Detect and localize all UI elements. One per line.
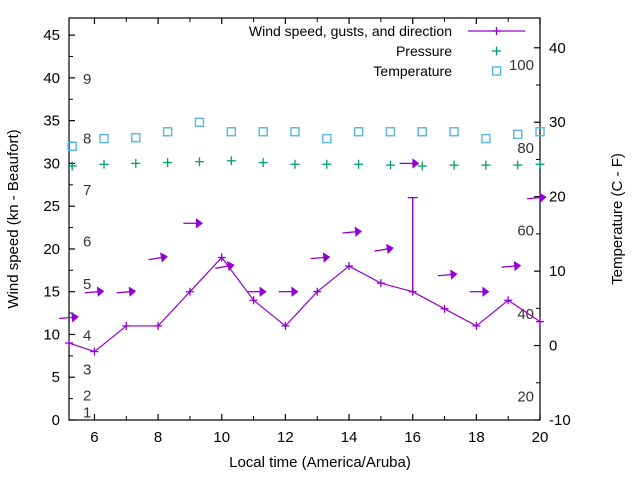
- y-tick-label: 0: [52, 412, 60, 429]
- x-tick-label: 16: [404, 429, 421, 446]
- x-tick-label: 6: [90, 429, 98, 446]
- x-tick-label: 20: [532, 429, 549, 446]
- series-pressure: [67, 156, 545, 171]
- legend: Wind speed, gusts, and direction Pressure…: [249, 23, 525, 79]
- x-tick-label: 8: [154, 429, 162, 446]
- y2-tick-label: 30: [549, 114, 566, 131]
- y-tick-label: 30: [43, 155, 60, 172]
- y-tick-label: 45: [43, 27, 60, 44]
- x-tick-label: 12: [277, 429, 294, 446]
- beaufort-label: 2: [83, 387, 91, 404]
- beaufort-label: 3: [83, 362, 91, 379]
- x-axis-title: Local time (America/Aruba): [229, 454, 411, 471]
- legend-label: Temperature: [373, 63, 452, 79]
- beaufort-label: 7: [83, 182, 91, 199]
- beaufort-label: 8: [83, 131, 91, 148]
- x-axis: 6 8 10 12 14 16 18 20: [90, 18, 548, 446]
- x-tick-label: 14: [341, 429, 358, 446]
- y-tick-label: 5: [52, 369, 60, 386]
- beaufort-label: 9: [83, 71, 91, 88]
- y-tick-label: 20: [43, 241, 60, 258]
- y-tick-label: 10: [43, 326, 60, 343]
- fahrenheit-scale: 20 40 60 80 100: [509, 57, 534, 405]
- fahrenheit-label: 60: [517, 222, 534, 239]
- x-tick-label: 10: [213, 429, 230, 446]
- y-axis-left: 0 5 10 15 20 25 30 35 40 45: [43, 27, 75, 429]
- beaufort-label: 5: [83, 276, 91, 293]
- fahrenheit-label: 100: [509, 57, 534, 74]
- y2-tick-label: 20: [549, 189, 566, 206]
- y2-tick-label: 0: [549, 338, 557, 355]
- y-axis-title: Wind speed (kn - Beaufort): [5, 129, 22, 308]
- series-temperature: [67, 117, 545, 151]
- fahrenheit-label: 80: [517, 140, 534, 157]
- beaufort-label: 6: [83, 233, 91, 250]
- y2-tick-label: 40: [549, 40, 566, 57]
- y-tick-label: 40: [43, 70, 60, 87]
- series-wind-speed: [59, 158, 547, 356]
- beaufort-label: 4: [83, 327, 91, 344]
- legend-label: Pressure: [396, 43, 452, 59]
- plot-frame: [68, 17, 541, 421]
- x-tick-label: 18: [468, 429, 485, 446]
- fahrenheit-label: 20: [517, 388, 534, 405]
- y-axis-right: -10 0 10 20 30 40: [534, 40, 571, 429]
- legend-label: Wind speed, gusts, and direction: [249, 23, 452, 39]
- y2-axis-title: Temperature (C - F): [609, 153, 626, 285]
- y-tick-label: 15: [43, 284, 60, 301]
- y2-tick-label: -10: [549, 412, 571, 429]
- y-tick-label: 25: [43, 198, 60, 215]
- y2-tick-label: 10: [549, 263, 566, 280]
- beaufort-label: 1: [83, 404, 91, 421]
- beaufort-scale: 12 3 4 5 6 7 8 9: [83, 71, 91, 422]
- y-tick-label: 35: [43, 113, 60, 130]
- fahrenheit-label: 40: [517, 306, 534, 323]
